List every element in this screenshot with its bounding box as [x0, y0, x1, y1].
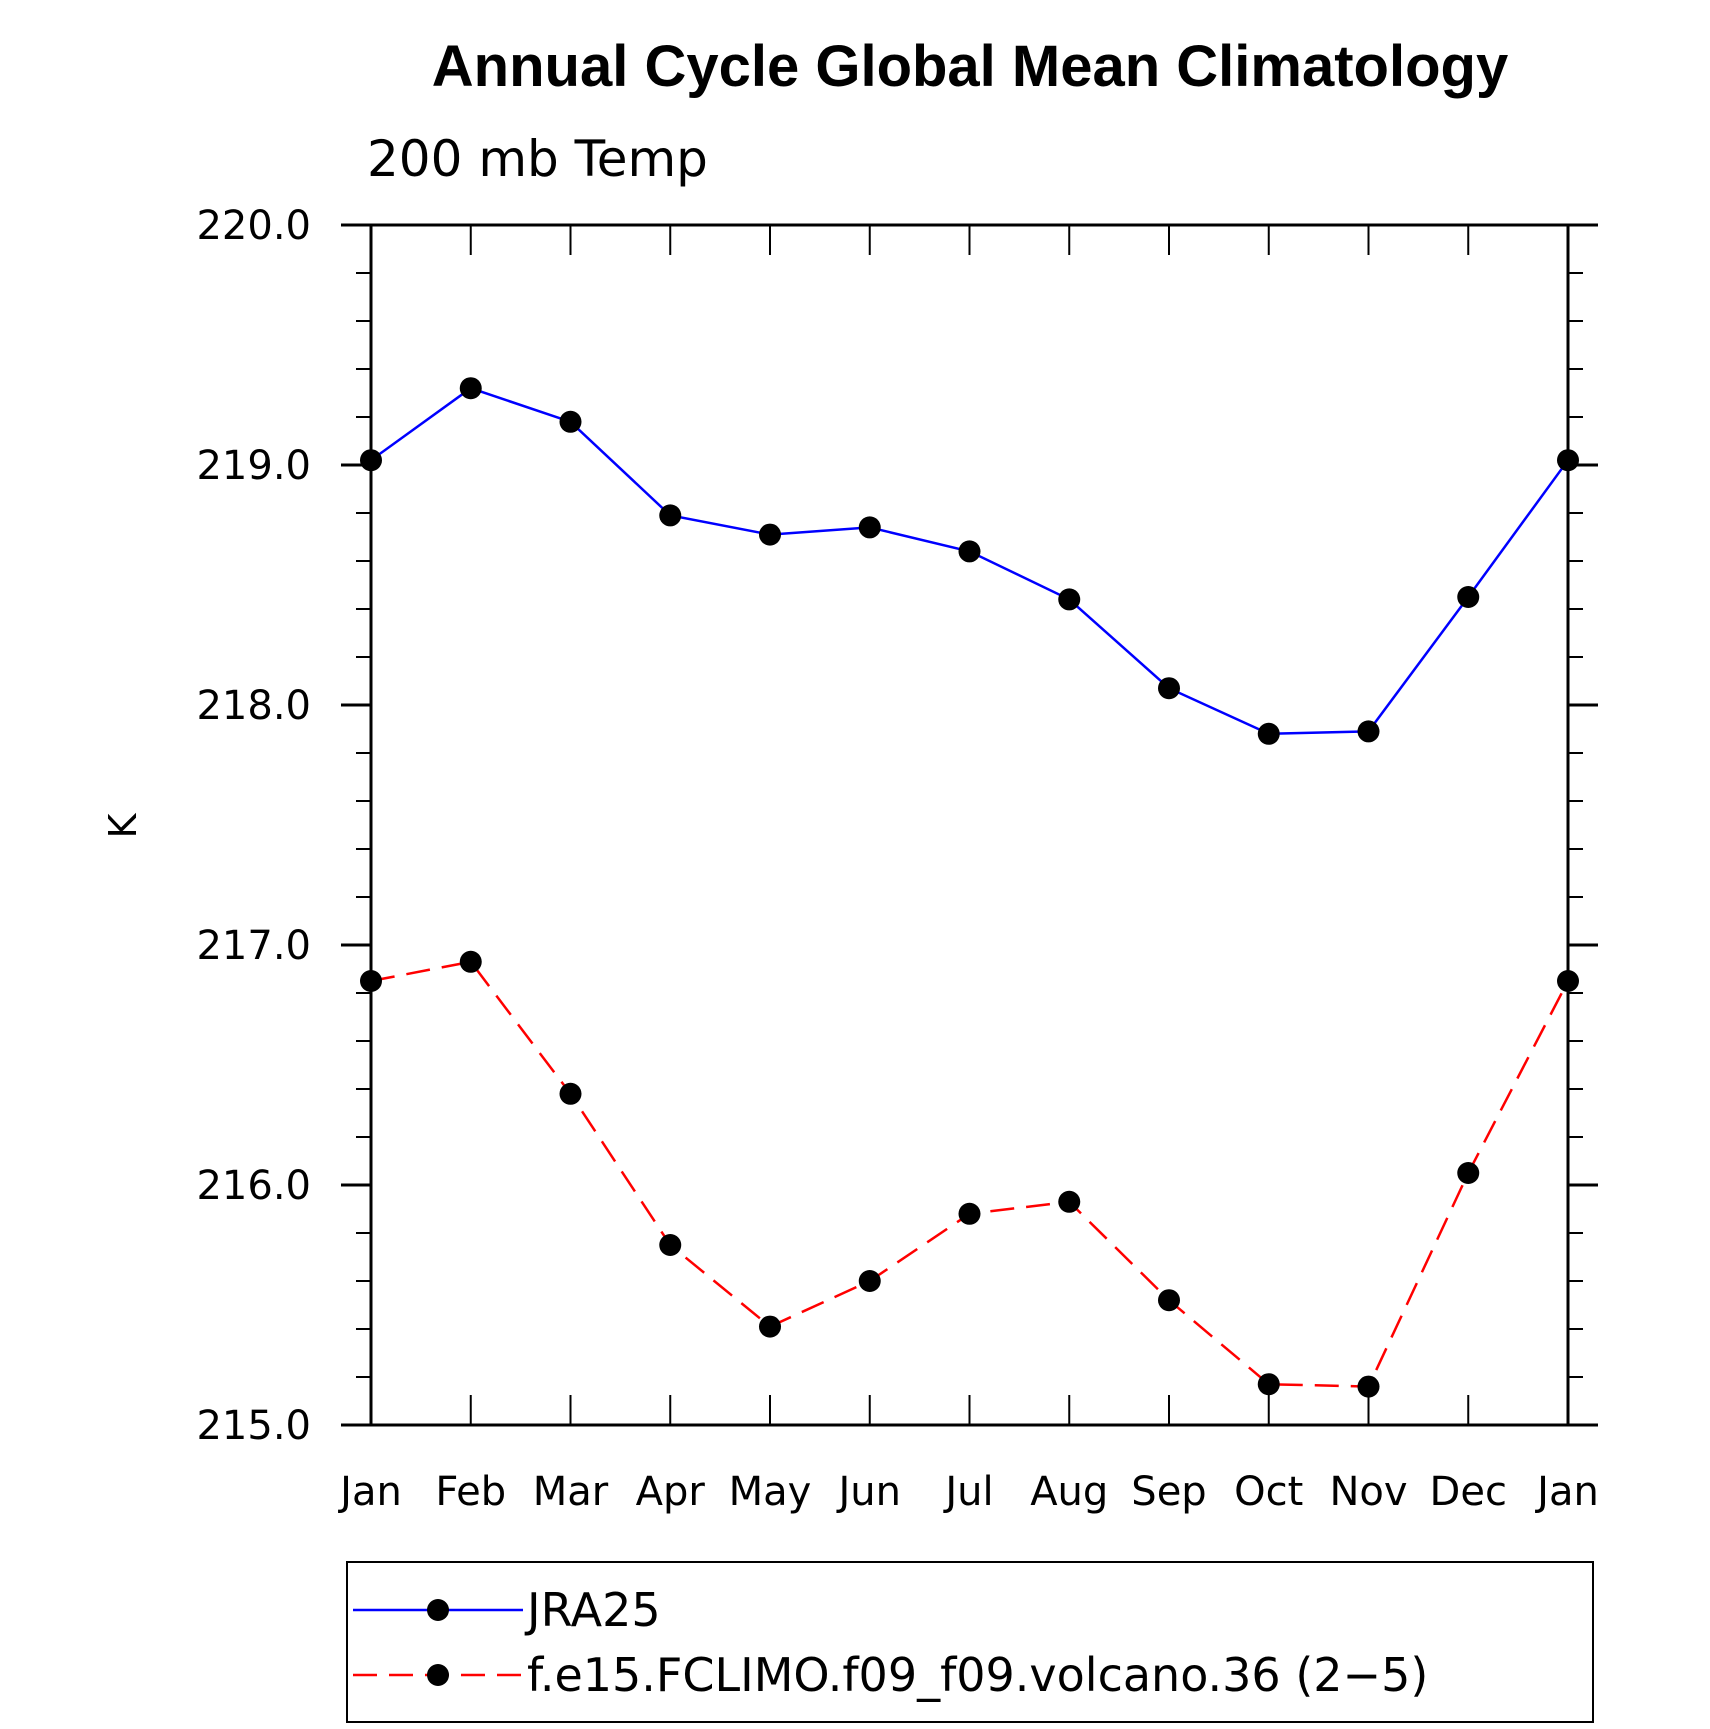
- y-tick-label: 220.0: [196, 203, 311, 249]
- legend: JRA25 f.e15.FCLIMO.f09_f09.volcano.36 (2−…: [346, 1561, 1594, 1723]
- data-point: [659, 1234, 682, 1256]
- data-point: [958, 540, 981, 563]
- data-point: [759, 523, 781, 546]
- chart-title: Annual Cycle Global Mean Climatology: [432, 34, 1508, 99]
- series-layer: [360, 377, 1579, 1398]
- series-line: [370, 960, 1570, 1388]
- data-point: [1257, 1373, 1280, 1396]
- data-point: [459, 950, 482, 973]
- legend-swatch-marker: [427, 1664, 449, 1686]
- data-point: [1058, 588, 1081, 611]
- x-tick-label: Nov: [1329, 1469, 1407, 1515]
- y-tick-label: 217.0: [196, 923, 311, 969]
- x-tick-label: Sep: [1131, 1469, 1206, 1515]
- ticks-layer: Jan Feb Mar Apr May Jun Jul Aug Sep Oct Nov Dec Jan 2…: [196, 203, 1598, 1515]
- plot-frame: [369, 223, 1570, 1427]
- legend-label: f.e15.FCLIMO.f09_f09.volcano.36 (2−5): [527, 1648, 1428, 1702]
- legend-swatch-marker: [427, 1599, 449, 1621]
- data-point: [1158, 1289, 1180, 1312]
- legend-item: JRA25: [353, 1583, 661, 1637]
- x-tick-label: Feb: [435, 1469, 506, 1515]
- y-tick-label: 216.0: [196, 1163, 311, 1209]
- data-point: [1357, 1375, 1380, 1398]
- data-point: [559, 1082, 582, 1105]
- data-point: [559, 410, 582, 433]
- data-point: [1257, 722, 1280, 745]
- legend-items: JRA25 f.e15.FCLIMO.f09_f09.volcano.36 (2−…: [353, 1583, 1428, 1702]
- legend-item: f.e15.FCLIMO.f09_f09.volcano.36 (2−5): [353, 1648, 1428, 1702]
- data-point: [958, 1202, 981, 1225]
- data-point: [459, 377, 482, 400]
- x-tick-label: Oct: [1234, 1469, 1303, 1515]
- x-tick-label: Jan: [337, 1469, 402, 1515]
- data-point: [1357, 720, 1380, 743]
- data-point: [1058, 1190, 1081, 1213]
- series-2: [360, 950, 1579, 1398]
- legend-box: [346, 1561, 1594, 1723]
- data-point: [1457, 586, 1480, 608]
- data-point: [659, 504, 682, 527]
- data-point: [858, 1270, 881, 1292]
- y-axis-label: K: [101, 812, 145, 838]
- x-tick-label: May: [729, 1469, 812, 1515]
- y-tick-label: 219.0: [196, 443, 311, 489]
- data-point: [858, 516, 881, 539]
- chart-subtitle: 200 mb Temp: [367, 130, 708, 188]
- x-tick-label: Jun: [836, 1469, 902, 1515]
- x-tick-label: Mar: [533, 1469, 609, 1515]
- x-tick-label: Jan: [1534, 1469, 1599, 1515]
- y-tick-label: 218.0: [196, 683, 311, 729]
- series-1: [360, 377, 1579, 745]
- data-point: [759, 1315, 781, 1338]
- x-tick-label: Apr: [636, 1469, 706, 1515]
- legend-label: JRA25: [524, 1583, 661, 1637]
- x-tick-label: Dec: [1430, 1469, 1507, 1515]
- data-point: [1158, 677, 1180, 700]
- data-point: [1457, 1162, 1480, 1184]
- y-tick-label: 215.0: [196, 1403, 311, 1449]
- x-tick-label: Jul: [942, 1469, 993, 1515]
- x-tick-label: Aug: [1030, 1469, 1108, 1515]
